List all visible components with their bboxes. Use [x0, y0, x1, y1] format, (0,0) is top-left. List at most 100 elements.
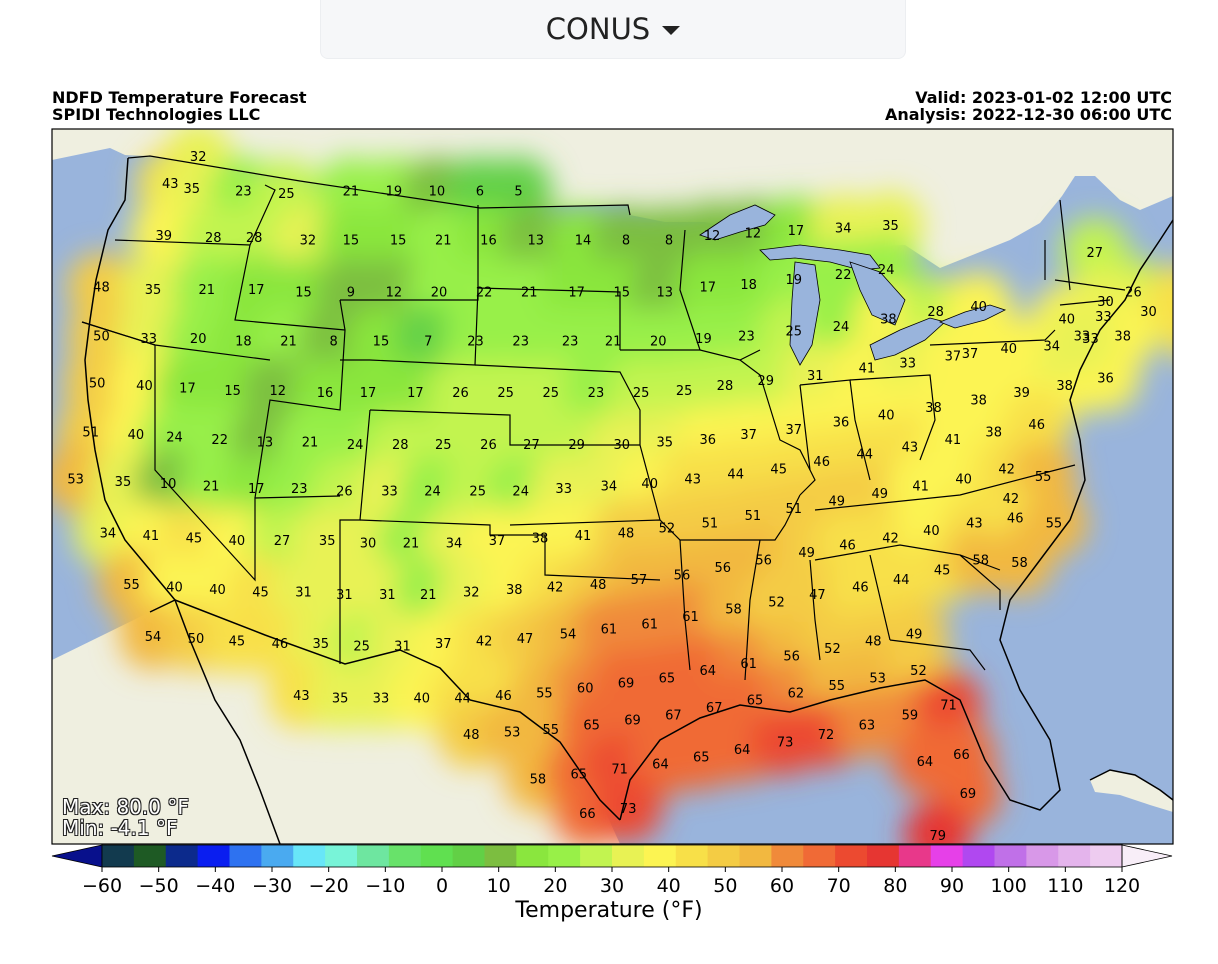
temp-label: 42 [476, 635, 493, 650]
temp-label: 15 [295, 285, 312, 300]
temp-label: 33 [140, 332, 157, 347]
temp-label: 13 [656, 285, 673, 300]
temp-label: 69 [618, 677, 635, 692]
temp-label: 35 [882, 219, 899, 234]
temp-label: 27 [1086, 246, 1103, 261]
temp-label: 35 [656, 435, 673, 450]
temp-label: 7 [424, 335, 432, 350]
temp-label: 58 [1011, 556, 1028, 571]
temperature-field [52, 129, 1173, 844]
temp-label: 71 [940, 699, 957, 714]
temp-label: 33 [1074, 330, 1091, 345]
temp-label: 15 [390, 234, 407, 249]
temp-label: 35 [183, 182, 200, 197]
colorbar-tick-label: 110 [1047, 875, 1083, 897]
temp-label: 64 [917, 755, 934, 770]
temp-label: 38 [506, 583, 523, 598]
temp-label: 56 [755, 554, 772, 569]
temp-label: 40 [1000, 342, 1017, 357]
temp-label: 38 [532, 531, 549, 546]
temp-label: 46 [272, 637, 289, 652]
temp-label: 17 [179, 381, 196, 396]
map-title: NDFD Temperature Forecast [52, 88, 307, 107]
temp-label: 25 [785, 325, 802, 340]
temp-label: 13 [257, 435, 274, 450]
stats-box: Max: 80.0 °F Min: -4.1 °F [62, 797, 189, 839]
temp-label: 40 [923, 524, 940, 539]
temp-label: 8 [622, 234, 630, 249]
temp-label: 33 [899, 357, 916, 372]
temp-label: 45 [252, 585, 269, 600]
temp-label: 55 [536, 686, 553, 701]
temp-label: 40 [136, 379, 153, 394]
temp-label: 34 [1043, 339, 1060, 354]
colorbar-tick-label: 10 [487, 875, 511, 897]
temp-label: 33 [381, 485, 398, 500]
temp-label: 23 [562, 335, 579, 350]
temp-label: 58 [725, 603, 742, 618]
temp-label: 43 [684, 472, 701, 487]
temp-label: 35 [145, 283, 162, 298]
temp-label: 59 [902, 708, 919, 723]
temp-label: 24 [878, 263, 895, 278]
temp-label: 40 [209, 583, 226, 598]
temp-label: 53 [504, 726, 521, 741]
temp-label: 40 [970, 300, 987, 315]
colorbar-tick-label: 70 [827, 875, 851, 897]
colorbar-segment [548, 845, 581, 867]
temp-label: 28 [717, 379, 734, 394]
colorbar-segment [229, 845, 262, 867]
region-dropdown[interactable]: CONUS [320, 0, 906, 59]
temp-label: 37 [785, 423, 802, 438]
field-patch [1146, 265, 1173, 332]
temp-label: 52 [659, 522, 676, 537]
temp-label: 22 [211, 433, 228, 448]
temp-label: 56 [715, 561, 732, 576]
temp-label: 57 [631, 573, 648, 588]
temp-label: 15 [343, 234, 360, 249]
temp-label: 34 [835, 221, 852, 236]
temp-label: 49 [798, 546, 815, 561]
temp-label: 46 [813, 455, 830, 470]
temp-label: 35 [312, 637, 329, 652]
temp-label: 23 [235, 185, 252, 200]
temp-label: 37 [489, 534, 506, 549]
temp-label: 32 [190, 150, 207, 165]
temp-label: 69 [960, 787, 977, 802]
temp-label: 17 [407, 386, 424, 401]
temp-label: 23 [588, 386, 605, 401]
temp-label: 32 [300, 234, 317, 249]
temp-label: 17 [788, 224, 805, 239]
temp-label: 46 [852, 581, 869, 596]
temp-label: 25 [435, 438, 452, 453]
field-patch [501, 205, 570, 274]
temp-label: 49 [871, 487, 888, 502]
temp-label: 53 [869, 672, 886, 687]
temp-label: 35 [319, 534, 336, 549]
temp-label: 31 [336, 588, 353, 603]
colorbar-tick-label: −30 [252, 875, 292, 897]
temp-label: 51 [745, 509, 762, 524]
temp-label: 42 [547, 581, 564, 596]
temp-label: 24 [512, 485, 529, 500]
colorbar-tick-label: 0 [436, 875, 448, 897]
field-patch [903, 801, 972, 844]
temp-label: 12 [745, 226, 762, 241]
temp-label: 65 [570, 768, 587, 783]
field-patch [299, 306, 368, 375]
temp-label: 65 [659, 672, 676, 687]
temp-label: 64 [734, 743, 751, 758]
temp-label: 49 [828, 494, 845, 509]
temp-label: 20 [431, 285, 448, 300]
colorbar-segment [803, 845, 836, 867]
temp-label: 47 [517, 632, 534, 647]
colorbar-segment [484, 845, 517, 867]
temp-label: 15 [224, 384, 241, 399]
field-patch [1163, 307, 1173, 354]
temp-label: 45 [770, 462, 787, 477]
colorbar-segment [357, 845, 390, 867]
temp-label: 66 [953, 748, 970, 763]
colorbar-tick-label: −40 [195, 875, 235, 897]
cuba-island [1090, 770, 1173, 812]
